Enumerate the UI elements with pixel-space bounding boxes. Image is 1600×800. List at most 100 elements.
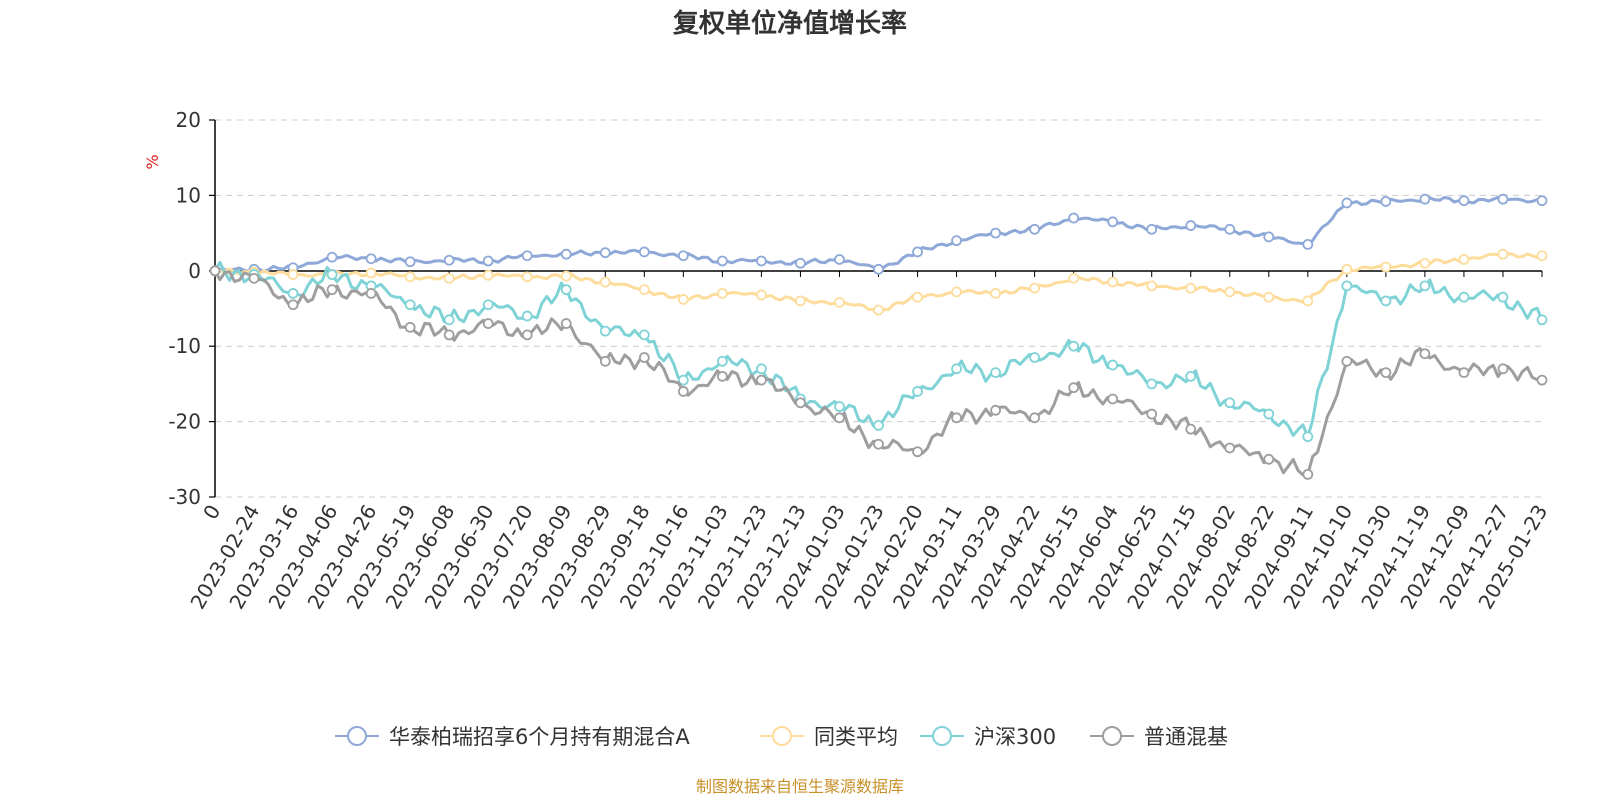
data-point[interactable] — [951, 412, 962, 424]
data-point[interactable] — [990, 404, 1001, 416]
data-point[interactable] — [756, 289, 767, 301]
data-point[interactable] — [1302, 239, 1314, 250]
data-point[interactable] — [912, 291, 923, 303]
data-point[interactable] — [599, 355, 611, 367]
data-point[interactable] — [521, 271, 533, 283]
data-point[interactable] — [638, 329, 650, 341]
data-point[interactable] — [1068, 382, 1080, 394]
data-point[interactable] — [1536, 374, 1548, 386]
legend-item[interactable]: 普通混基 — [1090, 725, 1228, 749]
data-point[interactable] — [1458, 367, 1470, 378]
data-point[interactable] — [1536, 314, 1548, 326]
data-point[interactable] — [1497, 363, 1509, 375]
data-point[interactable] — [912, 446, 923, 458]
data-point[interactable] — [677, 294, 689, 305]
data-point[interactable] — [1068, 340, 1080, 352]
data-point[interactable] — [1419, 193, 1431, 205]
data-point[interactable] — [1380, 295, 1392, 307]
data-point[interactable] — [326, 284, 338, 296]
data-point[interactable] — [1302, 431, 1314, 443]
data-point[interactable] — [1146, 280, 1158, 292]
data-point[interactable] — [912, 246, 923, 258]
data-point[interactable] — [716, 288, 728, 299]
data-point[interactable] — [677, 250, 689, 262]
data-point[interactable] — [990, 227, 1001, 239]
data-point[interactable] — [1224, 286, 1236, 298]
data-point[interactable] — [521, 310, 533, 322]
data-point[interactable] — [1536, 250, 1548, 262]
data-point[interactable] — [404, 321, 416, 333]
data-point[interactable] — [951, 235, 962, 247]
data-point[interactable] — [1068, 212, 1080, 224]
data-point[interactable] — [1458, 291, 1470, 303]
data-point[interactable] — [1107, 393, 1119, 405]
data-point[interactable] — [1263, 231, 1275, 243]
data-point[interactable] — [834, 297, 845, 308]
data-point[interactable] — [873, 438, 884, 450]
data-point[interactable] — [443, 254, 455, 266]
data-point[interactable] — [404, 299, 416, 311]
legend-item[interactable]: 同类平均 — [760, 725, 898, 749]
data-point[interactable] — [756, 363, 767, 375]
data-point[interactable] — [1029, 282, 1041, 294]
data-point[interactable] — [1497, 193, 1509, 205]
data-point[interactable] — [287, 299, 299, 311]
data-point[interactable] — [404, 271, 416, 283]
data-point[interactable] — [1380, 367, 1392, 378]
data-point[interactable] — [443, 314, 455, 326]
data-point[interactable] — [1497, 291, 1509, 303]
data-point[interactable] — [756, 374, 767, 386]
data-point[interactable] — [951, 286, 962, 298]
data-point[interactable] — [326, 269, 338, 280]
data-point[interactable] — [990, 367, 1001, 378]
data-point[interactable] — [1341, 355, 1353, 367]
data-point[interactable] — [834, 254, 845, 265]
data-point[interactable] — [599, 276, 611, 288]
data-point[interactable] — [1146, 223, 1158, 235]
data-point[interactable] — [677, 386, 689, 397]
data-point[interactable] — [1263, 408, 1275, 420]
data-point[interactable] — [1380, 196, 1392, 207]
data-point[interactable] — [599, 247, 611, 259]
data-point[interactable] — [1224, 442, 1236, 454]
data-point[interactable] — [795, 397, 806, 409]
data-point[interactable] — [912, 386, 923, 397]
data-point[interactable] — [716, 355, 728, 367]
data-point[interactable] — [1341, 280, 1353, 292]
data-point[interactable] — [990, 288, 1001, 299]
data-point[interactable] — [365, 253, 377, 265]
data-point[interactable] — [287, 288, 299, 299]
data-point[interactable] — [443, 329, 455, 341]
data-point[interactable] — [443, 272, 455, 284]
data-point[interactable] — [248, 272, 260, 284]
data-point[interactable] — [1419, 348, 1431, 360]
data-point[interactable] — [1458, 195, 1470, 207]
data-point[interactable] — [1341, 263, 1353, 275]
data-point[interactable] — [716, 255, 728, 267]
data-point[interactable] — [560, 270, 572, 282]
data-point[interactable] — [560, 318, 572, 329]
data-point[interactable] — [795, 295, 806, 307]
data-point[interactable] — [873, 419, 884, 431]
data-point[interactable] — [873, 304, 884, 316]
data-point[interactable] — [1224, 397, 1236, 409]
legend-item[interactable]: 沪深300 — [920, 725, 1056, 749]
data-point[interactable] — [1497, 248, 1509, 260]
data-point[interactable] — [287, 269, 299, 280]
data-point[interactable] — [482, 299, 494, 311]
data-point[interactable] — [1029, 352, 1041, 363]
data-point[interactable] — [1536, 195, 1548, 207]
data-point[interactable] — [1107, 216, 1119, 228]
data-point[interactable] — [1380, 261, 1392, 273]
data-point[interactable] — [1263, 291, 1275, 303]
data-point[interactable] — [1419, 280, 1431, 292]
data-point[interactable] — [1302, 295, 1314, 307]
data-point[interactable] — [677, 374, 689, 386]
data-point[interactable] — [1263, 453, 1275, 465]
data-point[interactable] — [599, 325, 611, 337]
data-point[interactable] — [1458, 254, 1470, 265]
data-point[interactable] — [834, 412, 845, 424]
data-point[interactable] — [326, 251, 338, 263]
data-point[interactable] — [1146, 408, 1158, 420]
data-point[interactable] — [1185, 423, 1197, 435]
